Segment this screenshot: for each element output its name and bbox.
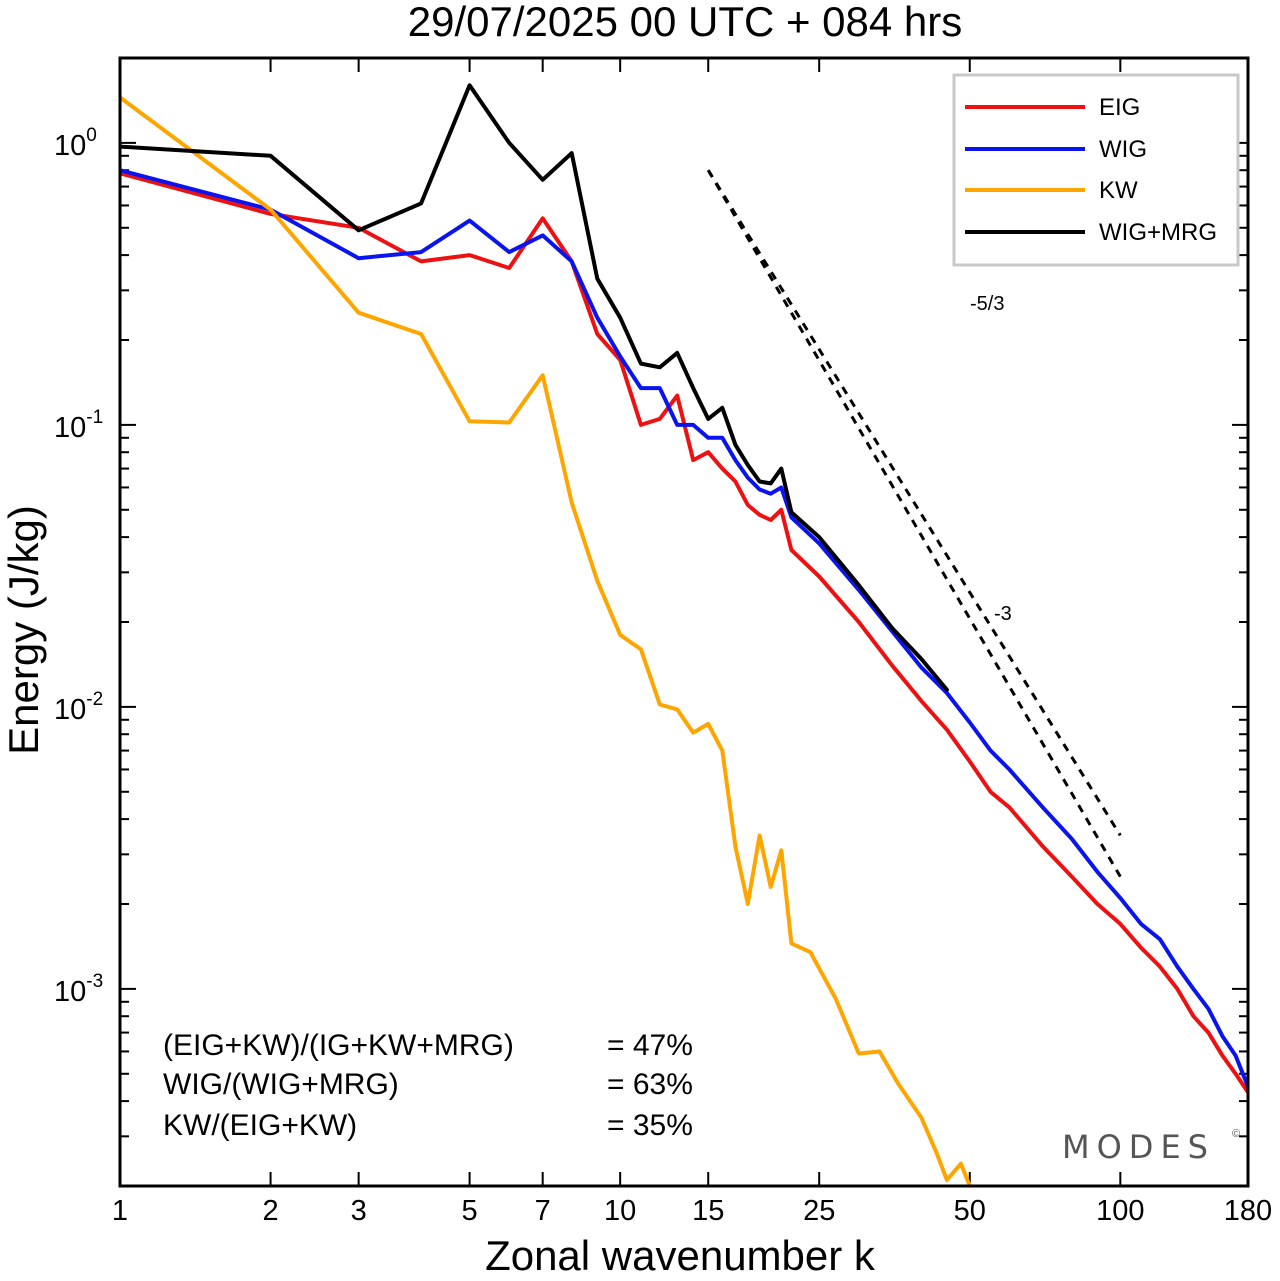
ratio-annotations: (EIG+KW)/(IG+KW+MRG) = 47% WIG/(WIG+MRG)…	[163, 1029, 693, 1142]
x-tick-label: 25	[803, 1195, 835, 1227]
x-tick-label: 7	[535, 1195, 551, 1227]
slope-line-minus-5-3	[706, 169, 1122, 837]
reference-slopes: -5/3 -3	[706, 169, 1122, 878]
x-tick-label: 3	[351, 1195, 367, 1227]
chart-title: 29/07/2025 00 UTC + 084 hrs	[408, 0, 963, 45]
x-axis-label: Zonal wavenumber k	[485, 1232, 876, 1279]
y-tick-labels: 100 10-1 10-2 10-3	[54, 125, 103, 1008]
legend-label-kw: KW	[1099, 177, 1138, 204]
series-line-wig	[120, 168, 1248, 1089]
y-tick-label: 10-3	[54, 971, 103, 1008]
slope-label-minus-3: -3	[994, 603, 1012, 625]
series-layer	[120, 83, 1248, 1186]
x-tick-labels: 1 2 3 5 7 10 15 25 50 100 180	[112, 1195, 1272, 1227]
x-tick-label: 180	[1224, 1195, 1272, 1227]
modes-brand-mark: ©	[1232, 1128, 1240, 1140]
ratio-value-wig: = 63%	[607, 1068, 693, 1101]
slope-line-minus-3	[706, 169, 1122, 878]
series-line-wig-mrg	[120, 83, 949, 692]
series-line-eig	[120, 171, 1248, 1095]
x-tick-label: 2	[262, 1195, 278, 1227]
series-line-kw	[120, 95, 972, 1186]
legend: EIG WIG KW WIG+MRG	[952, 73, 1240, 267]
plot-frame	[118, 56, 1250, 1188]
ratio-value-kw: = 35%	[607, 1109, 693, 1142]
x-tick-label: 5	[462, 1195, 478, 1227]
y-tick-label: 100	[54, 125, 97, 162]
ratio-text-eig-kw: (EIG+KW)/(IG+KW+MRG)	[163, 1029, 514, 1062]
legend-label-wig-mrg: WIG+MRG	[1099, 219, 1217, 246]
y-tick-label: 10-2	[54, 689, 103, 726]
x-tick-label: 10	[604, 1195, 636, 1227]
slope-label-minus-5-3: -5/3	[970, 293, 1004, 315]
y-tick-label: 10-1	[54, 407, 103, 444]
modes-brand: MODES	[1062, 1128, 1215, 1166]
legend-label-eig: EIG	[1099, 94, 1140, 121]
x-tick-label: 15	[692, 1195, 724, 1227]
ratio-text-wig: WIG/(WIG+MRG)	[163, 1068, 399, 1101]
legend-label-wig: WIG	[1099, 136, 1147, 163]
ratio-text-kw: KW/(EIG+KW)	[163, 1109, 357, 1142]
x-tick-label: 1	[112, 1195, 128, 1227]
y-axis-label: Energy (J/kg)	[0, 505, 47, 755]
x-tick-label: 50	[954, 1195, 986, 1227]
ratio-value-eig-kw: = 47%	[607, 1029, 693, 1062]
x-tick-label: 100	[1096, 1195, 1144, 1227]
